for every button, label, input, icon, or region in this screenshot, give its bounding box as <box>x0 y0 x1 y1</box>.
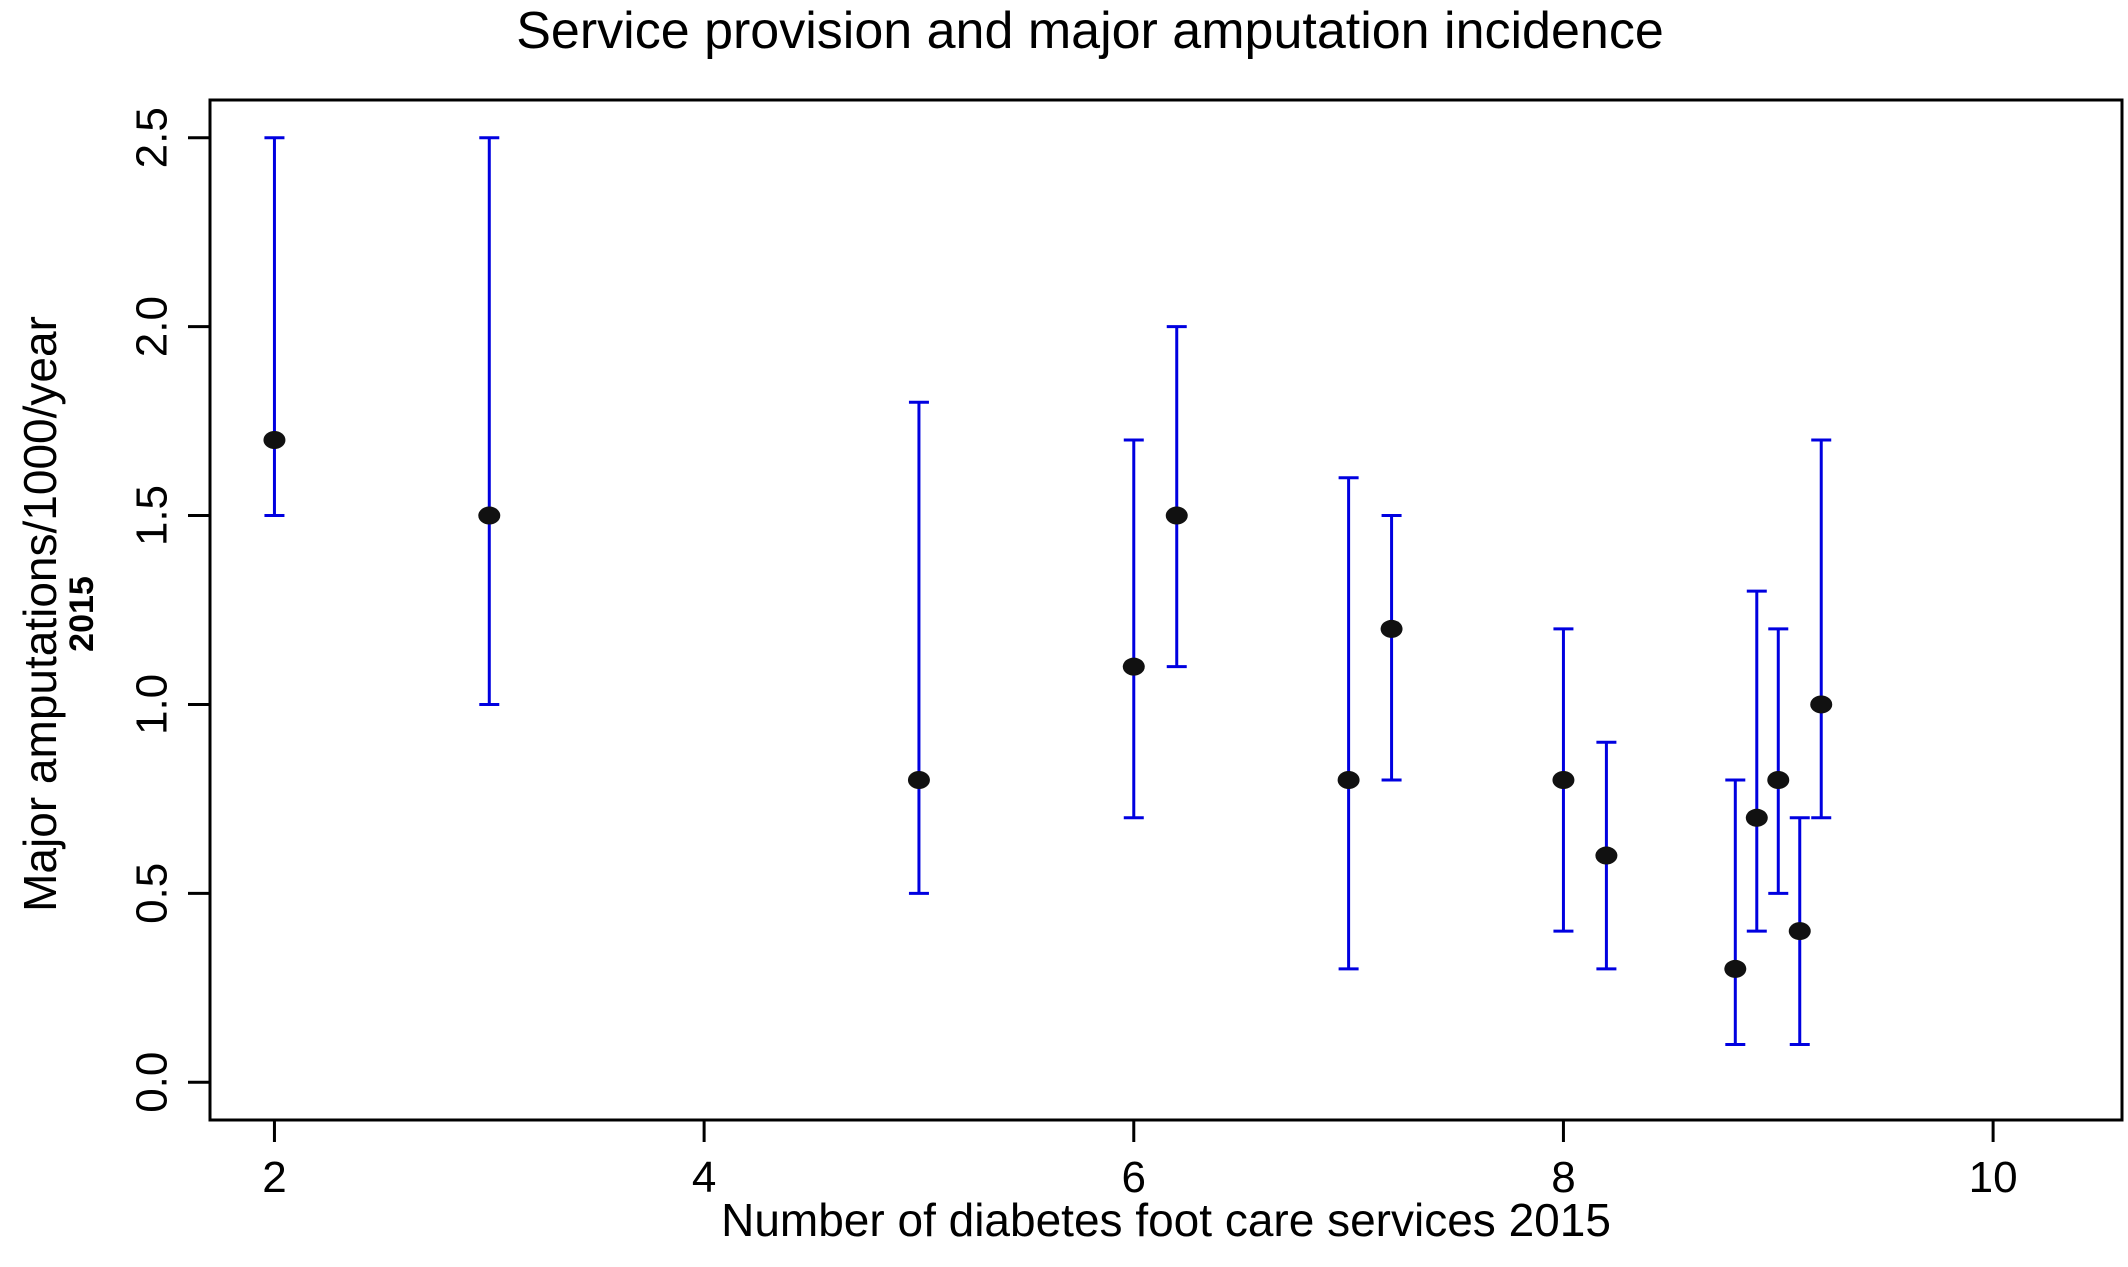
y-axis: 0.0 0.5 1.0 1.5 2.0 2.5 <box>128 107 210 1113</box>
y-axis-label: Major amputations/1000/year <box>14 316 66 912</box>
data-point <box>1122 657 1145 676</box>
data-point <box>1745 808 1768 827</box>
error-bars <box>264 136 1832 1046</box>
data-point <box>1724 959 1747 978</box>
data-points <box>263 431 1833 978</box>
data-point <box>1165 506 1188 525</box>
y-tick-label: 2.5 <box>128 107 177 168</box>
chart-title: Service provision and major amputation i… <box>516 2 1664 60</box>
error-bar <box>1381 514 1402 782</box>
data-point <box>263 431 286 449</box>
error-bar <box>1811 438 1832 820</box>
y-tick-label: 1.0 <box>128 674 177 735</box>
data-point <box>1767 771 1790 789</box>
data-point <box>1788 922 1811 941</box>
error-bar <box>1725 778 1746 1046</box>
x-tick-label: 10 <box>1969 1153 2018 1202</box>
data-point <box>1380 619 1403 638</box>
error-bar <box>479 136 500 706</box>
y-tick-label: 1.5 <box>128 485 177 546</box>
plot-frame <box>208 98 2124 1122</box>
x-tick-label: 8 <box>1551 1153 1575 1202</box>
error-bar <box>1746 589 1767 933</box>
data-point <box>1810 695 1833 714</box>
x-axis-label: Number of diabetes foot care services 20… <box>721 1194 1611 1246</box>
x-tick-label: 2 <box>262 1153 286 1202</box>
data-point <box>1552 771 1575 789</box>
error-bar <box>1768 627 1789 895</box>
error-bar <box>908 400 929 895</box>
error-bar <box>1166 325 1187 669</box>
y-tick-label: 0.0 <box>128 1052 177 1113</box>
x-axis: 2 4 6 8 10 <box>262 1120 2018 1202</box>
x-tick-label: 6 <box>1122 1153 1146 1202</box>
y-tick-label: 0.5 <box>128 863 177 924</box>
data-point <box>1337 771 1360 789</box>
y-axis-label-year: 2015 <box>63 576 101 652</box>
data-point <box>1595 846 1618 865</box>
error-bar <box>1123 438 1144 820</box>
data-point <box>907 771 930 789</box>
y-tick-label: 2.0 <box>128 296 177 357</box>
data-point <box>478 506 501 525</box>
x-tick-label: 4 <box>692 1153 716 1202</box>
error-bar <box>264 136 285 518</box>
error-bar <box>1338 476 1359 971</box>
